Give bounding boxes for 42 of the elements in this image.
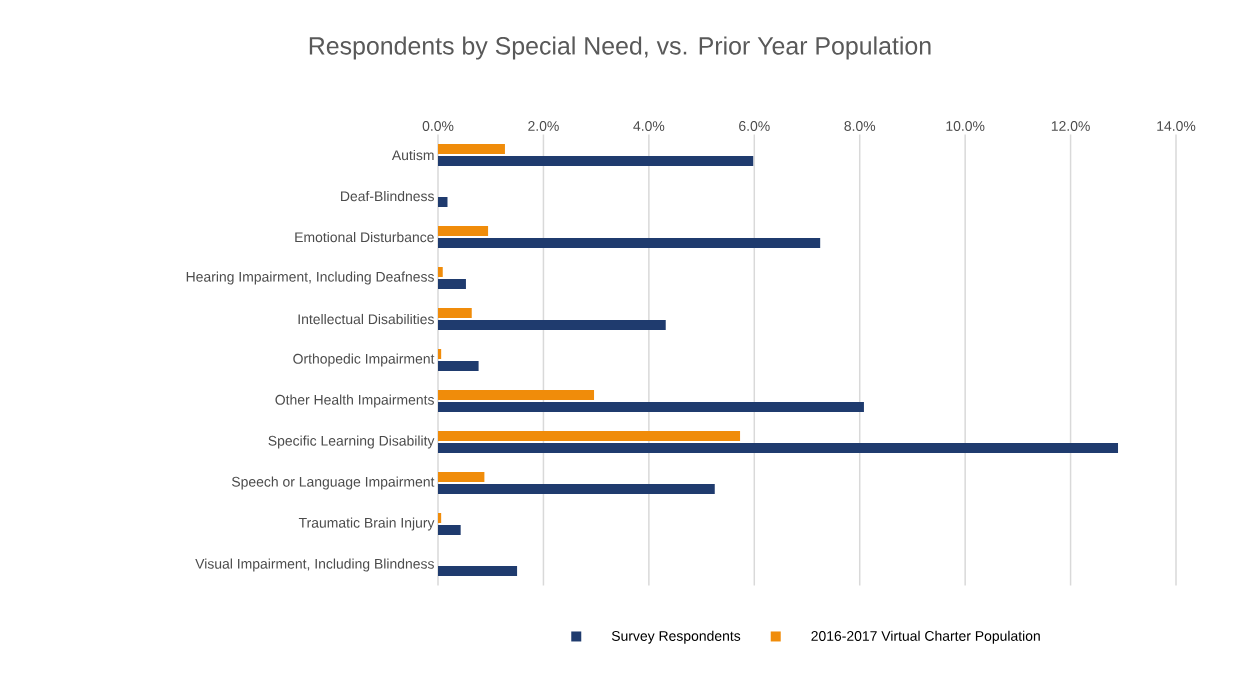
bar (438, 144, 505, 154)
bar (438, 238, 821, 248)
y-tick-label: Orthopedic Impairment (293, 353, 435, 367)
chart-title: Respondents by Special Need, vs. Prior Year Population (309, 36, 931, 60)
bar (438, 472, 485, 483)
x-tick-label: 10.0% (946, 121, 985, 131)
bar (438, 443, 1119, 453)
bar (438, 308, 472, 319)
bar (438, 349, 442, 360)
x-tick-label: 12.0% (1051, 121, 1090, 131)
y-tick-label: Hearing Impairment, Including Deafness (186, 271, 434, 285)
legend-label: Survey Respondents (611, 630, 741, 644)
bar (438, 484, 715, 494)
bar (438, 566, 518, 576)
bar (438, 267, 443, 277)
bar (438, 320, 666, 330)
bar (438, 513, 442, 524)
y-tick-label: Emotional Disturbance (295, 231, 434, 243)
bar (438, 279, 466, 289)
y-tick-label: Autism (391, 149, 434, 161)
bar (438, 431, 741, 442)
x-tick-label: 4.0% (633, 121, 665, 131)
bar (438, 226, 489, 236)
bar (438, 402, 864, 412)
bar (438, 525, 461, 535)
y-tick-label: Specific Learning Disability (268, 435, 435, 449)
y-tick-label: Traumatic Brain Injury (298, 517, 435, 531)
y-tick-label: Other Health Impairments (275, 394, 434, 408)
y-tick-label: Speech or Language Impairment (231, 476, 435, 490)
x-tick-label: 14.0% (1157, 121, 1196, 131)
x-tick-label: 2.0% (528, 121, 559, 131)
legend-label: 2016-2017 Virtual Charter Population (811, 630, 1040, 644)
y-tick-label: Visual Impairment, Including Blindness (195, 558, 434, 572)
bar (438, 197, 448, 207)
x-tick-label: 8.0% (844, 121, 876, 131)
x-tick-label: 6.0% (739, 121, 770, 131)
y-tick-label: Intellectual Disabilities (298, 313, 434, 325)
bar (438, 390, 595, 401)
bar (438, 156, 754, 166)
y-tick-label: Deaf-Blindness (341, 190, 434, 202)
bar (438, 361, 479, 371)
x-tick-label: 0.0% (422, 121, 454, 131)
